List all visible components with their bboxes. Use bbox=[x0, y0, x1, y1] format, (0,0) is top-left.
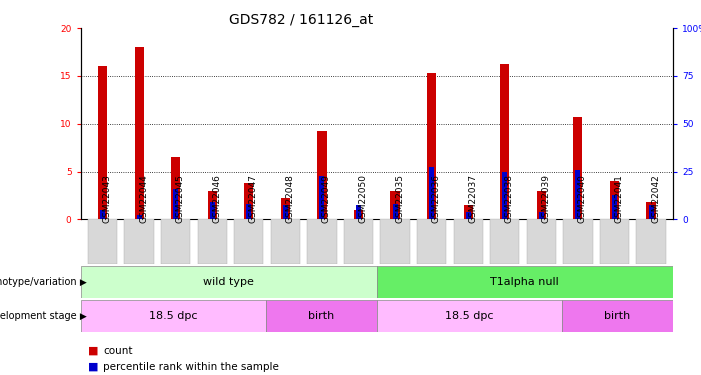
Bar bbox=[454, 219, 483, 264]
Bar bbox=[377, 266, 673, 298]
Bar bbox=[283, 205, 288, 219]
Bar bbox=[344, 219, 373, 264]
Text: GSM22038: GSM22038 bbox=[505, 174, 514, 223]
Bar bbox=[390, 190, 400, 219]
Bar bbox=[173, 189, 178, 219]
Bar bbox=[135, 47, 144, 219]
Bar bbox=[377, 300, 562, 332]
Bar bbox=[354, 210, 363, 219]
Text: GSM22041: GSM22041 bbox=[615, 174, 623, 223]
Bar bbox=[234, 219, 264, 264]
Text: GSM22044: GSM22044 bbox=[139, 174, 148, 223]
Bar bbox=[502, 172, 508, 219]
Text: ■: ■ bbox=[88, 362, 98, 372]
Bar bbox=[171, 157, 180, 219]
Text: GSM22046: GSM22046 bbox=[212, 174, 222, 223]
Text: ▶: ▶ bbox=[77, 278, 87, 286]
Text: GSM22043: GSM22043 bbox=[102, 174, 111, 223]
Text: genotype/variation: genotype/variation bbox=[0, 277, 77, 287]
Text: GSM22036: GSM22036 bbox=[432, 174, 441, 223]
Bar bbox=[161, 219, 190, 264]
Bar bbox=[100, 210, 105, 219]
Text: ▶: ▶ bbox=[77, 311, 87, 320]
Text: GSM22047: GSM22047 bbox=[249, 174, 258, 223]
Bar bbox=[281, 198, 290, 219]
Text: 18.5 dpc: 18.5 dpc bbox=[149, 311, 198, 321]
Bar bbox=[564, 219, 592, 264]
Bar bbox=[307, 219, 336, 264]
Text: birth: birth bbox=[308, 311, 334, 321]
Bar bbox=[600, 219, 629, 264]
Text: ■: ■ bbox=[88, 346, 98, 355]
Text: development stage: development stage bbox=[0, 311, 77, 321]
Bar bbox=[417, 219, 447, 264]
Text: GSM22050: GSM22050 bbox=[358, 174, 367, 223]
Text: GSM22040: GSM22040 bbox=[578, 174, 587, 223]
Bar bbox=[463, 205, 472, 219]
Text: GSM22048: GSM22048 bbox=[285, 174, 294, 223]
Bar bbox=[244, 183, 253, 219]
Bar bbox=[125, 219, 154, 264]
Bar bbox=[393, 204, 397, 219]
Bar bbox=[137, 214, 142, 219]
Bar bbox=[562, 300, 673, 332]
Text: GSM22035: GSM22035 bbox=[395, 174, 404, 223]
Bar bbox=[646, 202, 655, 219]
Bar bbox=[501, 64, 510, 219]
Bar bbox=[320, 176, 325, 219]
Text: GSM22049: GSM22049 bbox=[322, 174, 331, 223]
Bar bbox=[427, 73, 436, 219]
Bar bbox=[429, 167, 434, 219]
Bar bbox=[88, 219, 117, 264]
Text: T1alpha null: T1alpha null bbox=[491, 277, 559, 287]
Bar bbox=[318, 131, 327, 219]
Text: GSM22045: GSM22045 bbox=[176, 174, 184, 223]
Text: GDS782 / 161126_at: GDS782 / 161126_at bbox=[229, 13, 374, 27]
Text: 18.5 dpc: 18.5 dpc bbox=[445, 311, 494, 321]
Bar bbox=[81, 266, 377, 298]
Bar bbox=[526, 219, 556, 264]
Bar bbox=[537, 190, 546, 219]
Bar bbox=[610, 181, 619, 219]
Bar bbox=[246, 204, 252, 219]
Bar bbox=[490, 219, 519, 264]
Bar bbox=[356, 205, 361, 219]
Bar bbox=[573, 117, 583, 219]
Bar bbox=[539, 212, 544, 219]
Text: wild type: wild type bbox=[203, 277, 254, 287]
Bar bbox=[465, 212, 470, 219]
Bar bbox=[637, 219, 666, 264]
Text: count: count bbox=[103, 346, 132, 355]
Bar bbox=[81, 300, 266, 332]
Bar bbox=[266, 300, 377, 332]
Bar bbox=[648, 205, 653, 219]
Text: GSM22042: GSM22042 bbox=[651, 174, 660, 223]
Text: birth: birth bbox=[604, 311, 631, 321]
Bar bbox=[98, 66, 107, 219]
Text: GSM22039: GSM22039 bbox=[541, 174, 550, 223]
Bar bbox=[576, 170, 580, 219]
Bar bbox=[207, 190, 217, 219]
Bar bbox=[271, 219, 300, 264]
Bar bbox=[612, 195, 617, 219]
Bar bbox=[381, 219, 409, 264]
Bar bbox=[198, 219, 227, 264]
Text: percentile rank within the sample: percentile rank within the sample bbox=[103, 362, 279, 372]
Bar bbox=[210, 202, 215, 219]
Text: GSM22037: GSM22037 bbox=[468, 174, 477, 223]
